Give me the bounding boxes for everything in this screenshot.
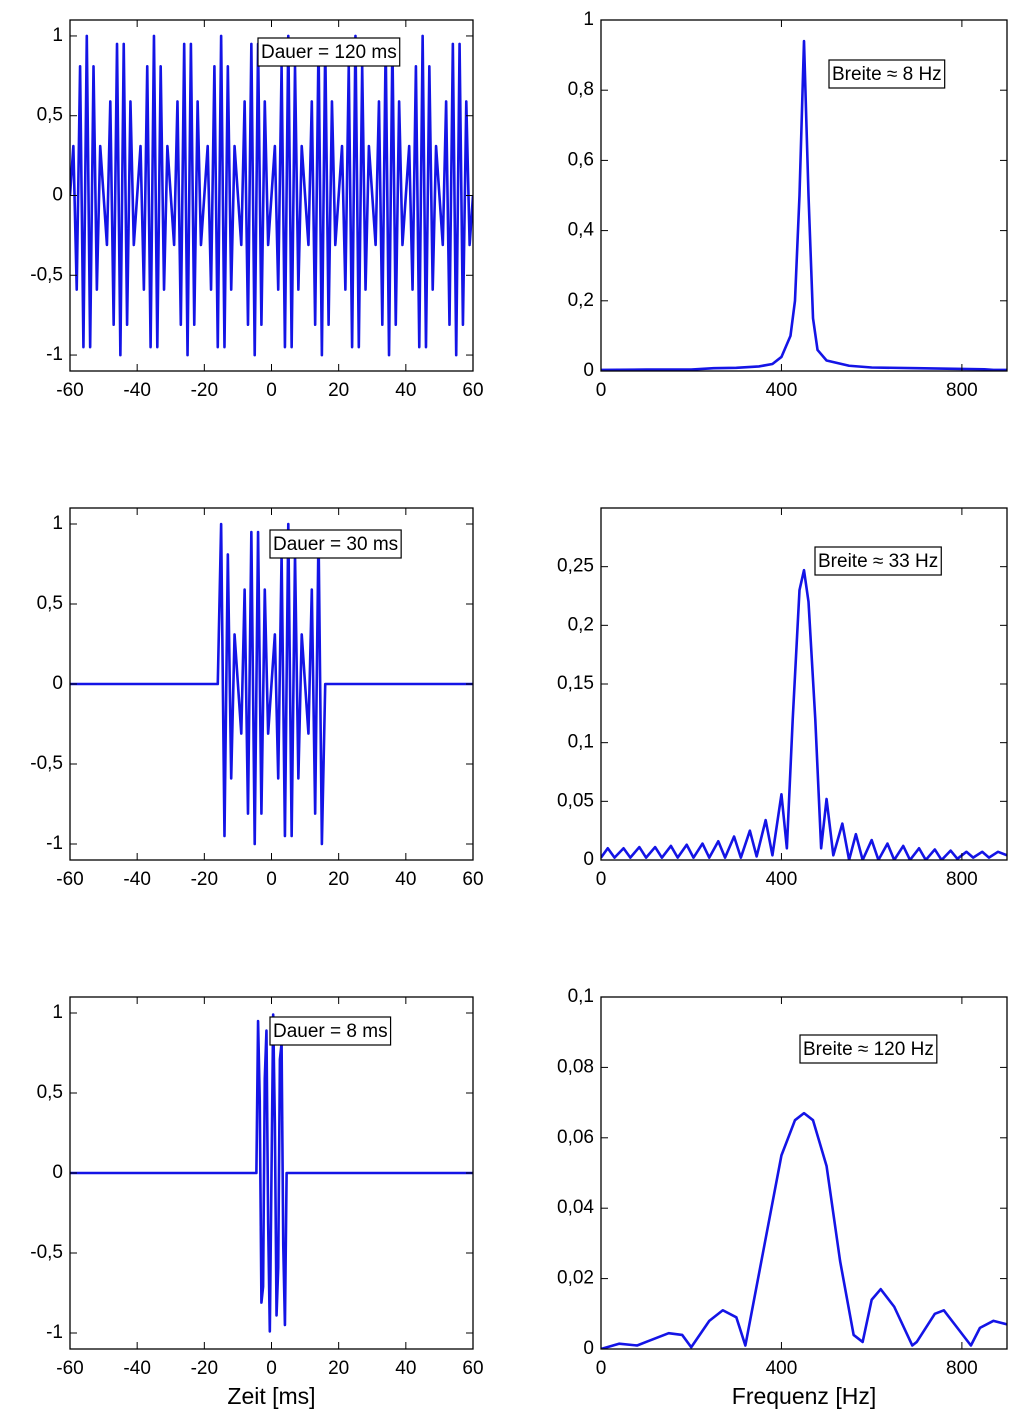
- signal-line: [70, 34, 473, 357]
- y-tick-label: -0,5: [30, 264, 63, 285]
- x-tick-label: 0: [266, 1358, 277, 1379]
- annotation-box: [828, 59, 946, 89]
- annotation: Dauer = 8 ms: [273, 1021, 388, 1042]
- y-tick-label: 1: [583, 9, 594, 30]
- y-tick-label: 0,2: [568, 614, 594, 635]
- x-tick-label: 20: [328, 380, 349, 401]
- y-tick-label: -1: [46, 1322, 63, 1343]
- x-axis-label: Frequenz [Hz]: [732, 1383, 876, 1409]
- y-tick-label: 0,2: [568, 290, 594, 311]
- annotation-box: [269, 1016, 392, 1046]
- y-tick-label: -1: [46, 833, 63, 854]
- y-tick-label: 0,5: [37, 1082, 63, 1103]
- y-tick-label: 0,04: [557, 1197, 594, 1218]
- y-tick-label: -0,5: [30, 753, 63, 774]
- signal-line: [70, 1013, 473, 1333]
- x-tick-label: 40: [395, 380, 416, 401]
- y-tick-label: 0,25: [557, 556, 594, 577]
- annotation: Dauer = 120 ms: [261, 42, 397, 63]
- y-tick-label: 1: [52, 1002, 63, 1023]
- annotation: Dauer = 30 ms: [273, 534, 398, 555]
- x-tick-label: 0: [596, 1358, 607, 1379]
- signal-line: [601, 39, 1007, 371]
- annotation: Breite ≈ 8 Hz: [832, 64, 942, 85]
- x-tick-label: -60: [56, 380, 83, 401]
- y-tick-label: 0: [583, 849, 594, 870]
- y-tick-label: 0: [583, 1338, 594, 1359]
- y-tick-label: 0,08: [557, 1056, 594, 1077]
- x-tick-label: 0: [596, 869, 607, 890]
- x-tick-label: 60: [462, 869, 483, 890]
- x-tick-label: 40: [395, 869, 416, 890]
- y-tick-label: 0,1: [568, 732, 594, 753]
- x-tick-label: 20: [328, 1358, 349, 1379]
- annotation-box: [814, 546, 942, 576]
- x-tick-label: -60: [56, 1358, 83, 1379]
- x-tick-label: 800: [946, 869, 978, 890]
- y-tick-label: 0: [52, 673, 63, 694]
- y-tick-label: 0,4: [568, 220, 595, 241]
- x-tick-label: 0: [266, 869, 277, 890]
- x-tick-label: 0: [596, 380, 607, 401]
- y-tick-label: 0: [583, 360, 594, 381]
- y-tick-label: 0,1: [568, 986, 594, 1007]
- x-tick-label: -40: [123, 1358, 150, 1379]
- y-tick-label: 0,02: [557, 1268, 594, 1289]
- x-tick-label: 60: [462, 1358, 483, 1379]
- x-tick-label: 800: [946, 1358, 978, 1379]
- signal-line: [601, 1111, 1007, 1349]
- x-tick-label: -20: [191, 380, 218, 401]
- axes-frame: [600, 996, 1008, 1350]
- y-tick-label: 1: [52, 25, 63, 46]
- y-tick-label: 0,5: [37, 593, 63, 614]
- x-tick-label: 0: [266, 380, 277, 401]
- x-tick-label: -20: [191, 869, 218, 890]
- x-tick-label: 20: [328, 869, 349, 890]
- x-tick-label: -20: [191, 1358, 218, 1379]
- signal-line: [601, 568, 1007, 860]
- x-tick-label: -60: [56, 869, 83, 890]
- annotation: Breite ≈ 120 Hz: [803, 1039, 934, 1060]
- annotation-box: [269, 529, 402, 559]
- annotation: Breite ≈ 33 Hz: [818, 551, 938, 572]
- x-tick-label: 400: [766, 869, 798, 890]
- y-tick-label: 0,6: [568, 149, 594, 170]
- y-tick-label: 0,5: [37, 105, 63, 126]
- y-tick-label: 0: [52, 1162, 63, 1183]
- x-axis-label: Zeit [ms]: [227, 1383, 315, 1409]
- y-tick-label: -0,5: [30, 1242, 63, 1263]
- x-tick-label: 800: [946, 380, 978, 401]
- annotation-box: [257, 37, 401, 67]
- y-tick-label: 1: [52, 513, 63, 534]
- y-tick-label: 0,05: [557, 790, 594, 811]
- x-tick-label: 400: [766, 380, 798, 401]
- y-tick-label: 0: [52, 185, 63, 206]
- y-tick-label: -1: [46, 344, 63, 365]
- signal-line: [70, 522, 473, 846]
- y-tick-label: 0,15: [557, 673, 594, 694]
- x-tick-label: -40: [123, 380, 150, 401]
- y-tick-label: 0,8: [568, 79, 594, 100]
- x-tick-label: 60: [462, 380, 483, 401]
- x-tick-label: 40: [395, 1358, 416, 1379]
- y-tick-label: 0,06: [557, 1127, 594, 1148]
- x-tick-label: -40: [123, 869, 150, 890]
- annotation-box: [799, 1034, 938, 1064]
- x-tick-label: 400: [766, 1358, 798, 1379]
- axes-frame: [600, 19, 1008, 372]
- axes-frame: [600, 507, 1008, 861]
